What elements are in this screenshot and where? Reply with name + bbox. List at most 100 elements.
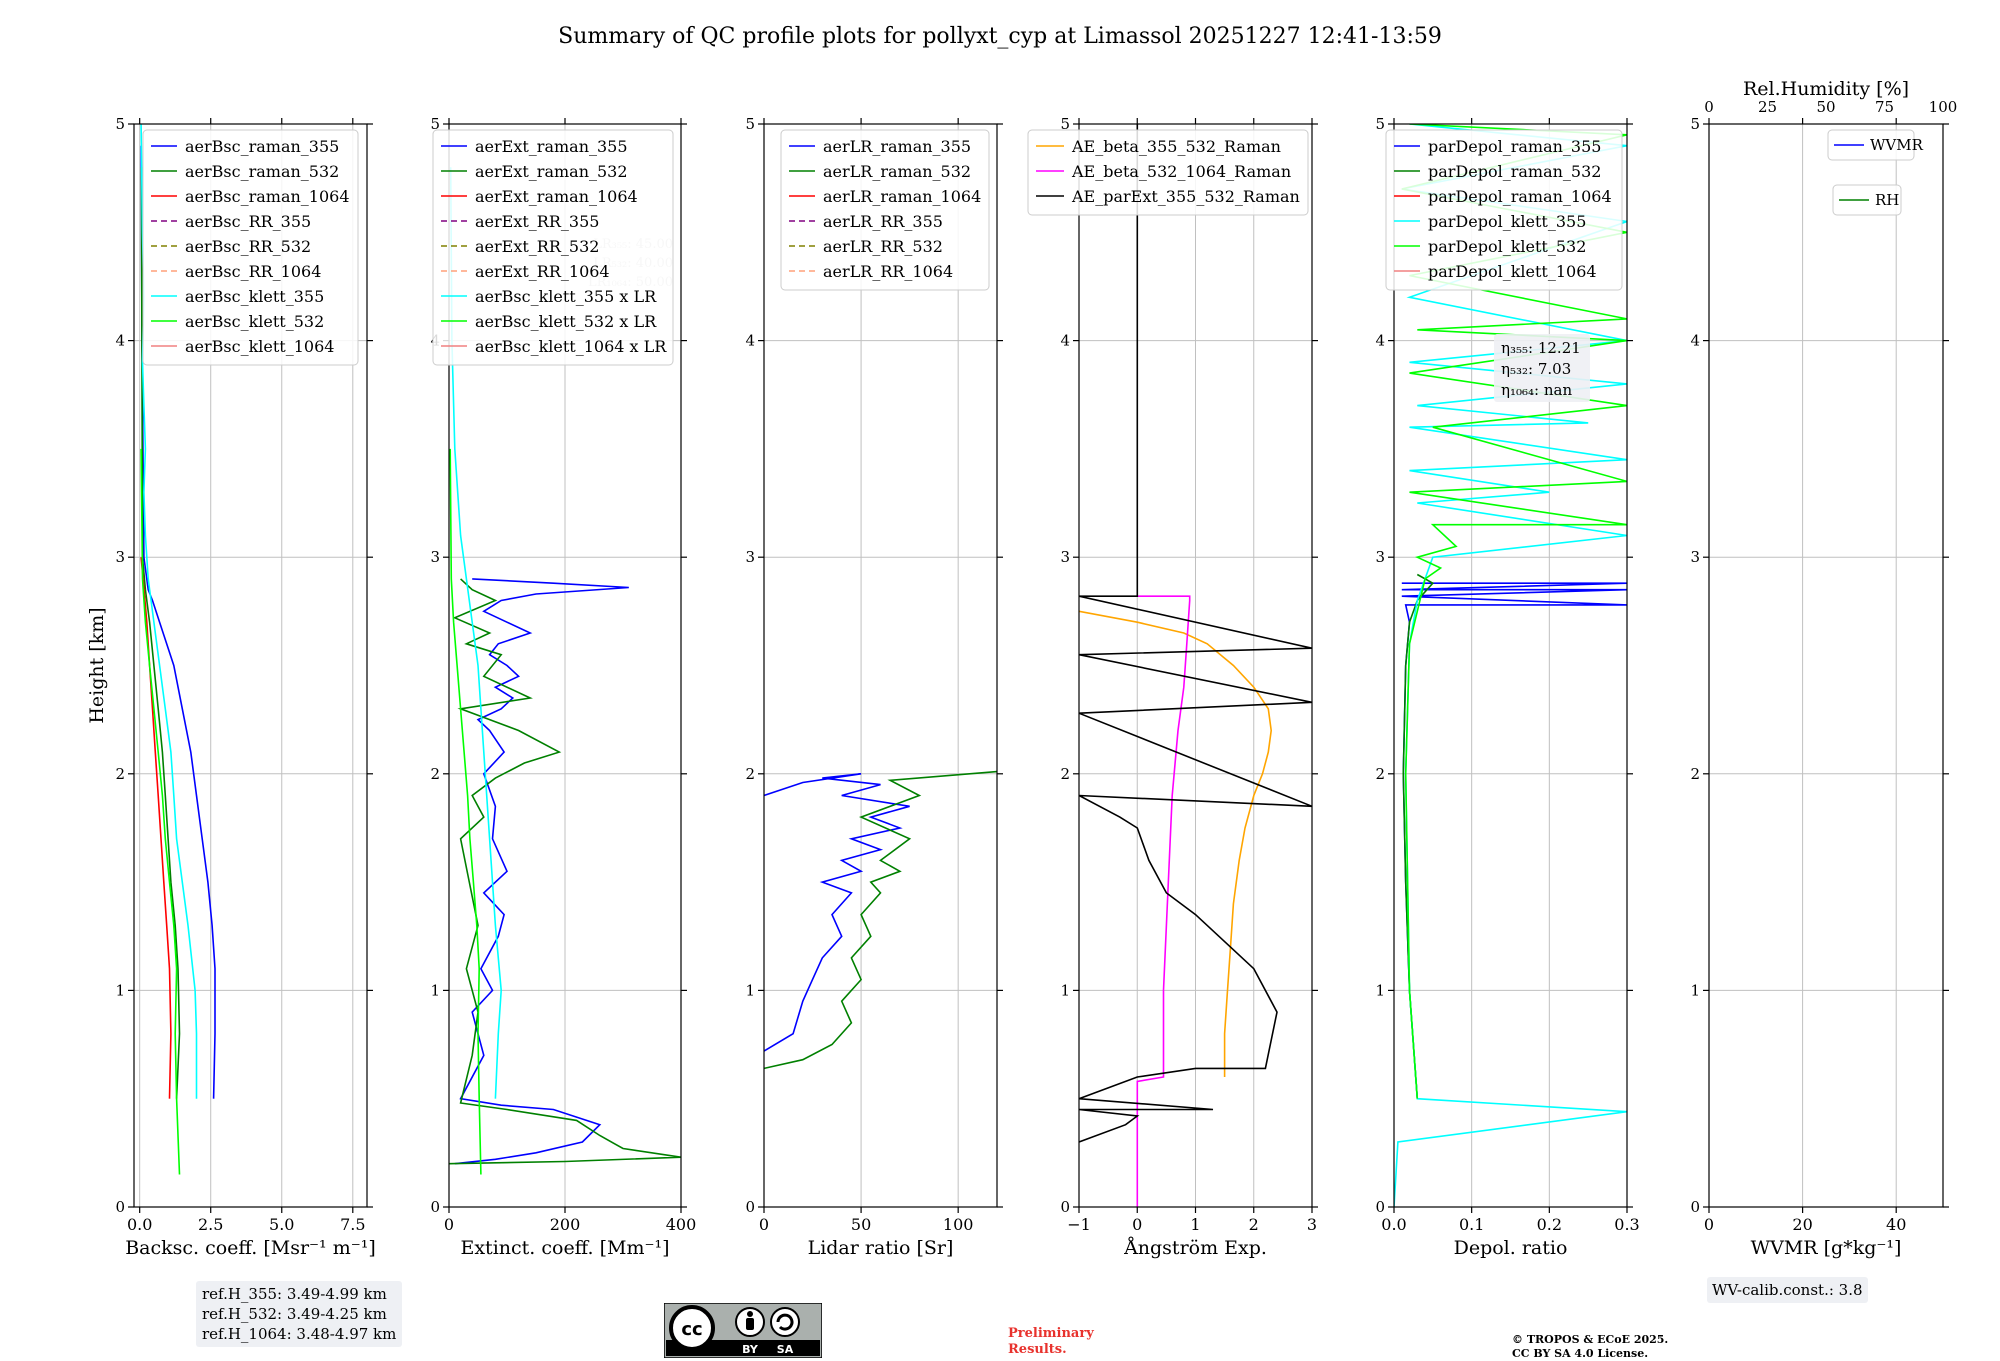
legend-box [142,129,359,366]
legend-label: aerBsc_klett_532 x LR [475,312,657,331]
x-tick-label: 2 [1249,1215,1259,1234]
copyright-line-2: CC BY SA 4.0 License. [1512,1347,1649,1360]
y-tick-label: 1 [1060,981,1070,999]
legend-label: AE_parExt_355_532_Raman [1071,187,1300,206]
y-tick-label: 0 [1375,1198,1385,1216]
wv-calib-text: WV-calib.const.: 3.8 [1712,1281,1863,1299]
figure-title: Summary of QC profile plots for pollyxt_… [558,24,1442,49]
series-line-aerlr-raman-532 [764,770,997,1070]
series-line-aerext-raman-532 [449,578,681,1165]
x-tick-label: 5.0 [269,1215,294,1234]
series-group [449,167,681,1175]
x-tick-label: 100 [943,1215,974,1234]
y-tick-label: 3 [745,548,755,566]
y-tick-label: 2 [115,765,125,783]
sa-text: SA [777,1343,794,1356]
series-line-aerbsc-raman-355 [140,145,216,1099]
preliminary-results-note: Preliminary Results. [1008,1326,1094,1358]
cc-license-badge: cc BY SA [664,1303,822,1358]
legend-label: aerBsc_RR_355 [185,212,311,231]
y-axis-label: Height [km] [86,607,108,723]
series-line-aerbsc-klett-355-x-lr [449,167,503,1099]
legend-label: aerBsc_RR_1064 [185,262,321,281]
y-tick-label: 4 [115,332,125,350]
y-tick-label: 0 [115,1198,125,1216]
legend-box [432,129,674,366]
y-tick-label: 4 [1060,332,1070,350]
legend-label: aerBsc_RR_532 [185,237,311,256]
legend-label: parDepol_klett_1064 [1428,262,1597,281]
y-tick-label: 1 [1375,981,1385,999]
legend-label: aerBsc_klett_1064 x LR [475,337,667,356]
legend-label: AE_beta_532_1064_Raman [1071,162,1291,181]
legend-label: aerLR_RR_532 [823,237,943,256]
x-tick-label: 7.5 [340,1215,365,1234]
x-tick-label: 0 [1132,1215,1142,1234]
y-tick-label: 1 [430,981,440,999]
series-line-aerbsc-raman-1064 [140,557,172,1099]
x-tick-label: 0.3 [1614,1215,1639,1234]
y-tick-label: 1 [745,981,755,999]
x-tick-label: 0 [759,1215,769,1234]
y-tick-label: 5 [430,115,440,133]
legend-label: aerBsc_raman_532 [185,162,339,181]
legend-label: aerExt_raman_355 [475,137,628,156]
x-tick-label: 0.1 [1459,1215,1484,1234]
legend-label: aerLR_raman_355 [823,137,971,156]
legend-label: aerLR_RR_1064 [823,262,953,281]
y-tick-label: 2 [745,765,755,783]
panel-water_vapor: 0 20 40 0 1 2 3 4 5 WVMR [g*kg⁻¹] 0 25 50 75 100 Rel.Hu… [1690,78,1957,1259]
ref-height-1064: ref.H_1064: 3.48-4.97 km [202,1325,397,1343]
x-tick-label: 0 [444,1215,454,1234]
secondary-x-axis-label: Rel.Humidity [%] [1743,78,1909,100]
series-line-ae-parext-355-532-raman [1079,124,1312,1143]
x-tick-label: 0.0 [127,1215,152,1234]
y-tick-label: 5 [1060,115,1070,133]
preliminary-line-2: Results. [1008,1342,1067,1357]
series-group [1079,124,1312,1207]
y-tick-label: 0 [745,1198,755,1216]
ref-heights-box: ref.H_355: 3.49-4.99 km ref.H_532: 3.49-… [196,1281,403,1347]
series-group [140,124,216,1175]
legend-label: RH [1875,191,1899,209]
series-line-aerbsc-klett-532-x-lr [449,448,482,1175]
y-tick-label: 3 [1690,548,1700,566]
y-tick-label: 0 [1690,1198,1700,1216]
secondary-x-tick-label: 100 [1929,98,1958,116]
legend-label: aerBsc_raman_355 [185,137,339,156]
eta-annotation: η₃₅₅: 12.21 [1501,339,1581,357]
legend-label: aerExt_RR_355 [475,212,599,231]
x-tick-label: 0 [1704,1215,1714,1234]
legend-label: parDepol_klett_532 [1428,237,1586,256]
y-tick-label: 4 [745,332,755,350]
eta-annotation: η₅₃₂: 7.03 [1501,360,1571,378]
series-line-aerbsc-klett-355 [140,124,198,1099]
y-tick-label: 2 [1375,765,1385,783]
series-group [764,770,997,1070]
legend-label: aerBsc_klett_355 x LR [475,287,657,306]
legend-label: aerExt_raman_1064 [475,187,638,206]
legend-label: parDepol_raman_532 [1428,162,1601,181]
secondary-x-tick-label: 50 [1816,98,1835,116]
legend-label: aerBsc_klett_532 [185,312,324,331]
legend-label: aerLR_raman_1064 [823,187,981,206]
x-tick-label: 3 [1307,1215,1317,1234]
legend-label: aerBsc_raman_1064 [185,187,350,206]
secondary-x-tick-label: 0 [1704,98,1714,116]
eta-annotation-box [1494,334,1590,402]
legend-label: WVMR [1870,136,1924,154]
cc-text: cc [681,1319,702,1340]
cc-icon [669,1305,715,1351]
legend-box [1385,129,1623,291]
legend-label: aerExt_RR_1064 [475,262,610,281]
y-tick-label: 5 [745,115,755,133]
eta-annotation: η₁₀₆₄: nan [1501,381,1572,399]
x-tick-label: 20 [1792,1215,1812,1234]
x-tick-label: −1 [1067,1215,1091,1234]
by-text: BY [742,1343,759,1356]
y-tick-label: 0 [1060,1198,1070,1216]
axes-frame [763,123,998,1208]
ref-height-532: ref.H_532: 3.49-4.25 km [202,1305,387,1323]
